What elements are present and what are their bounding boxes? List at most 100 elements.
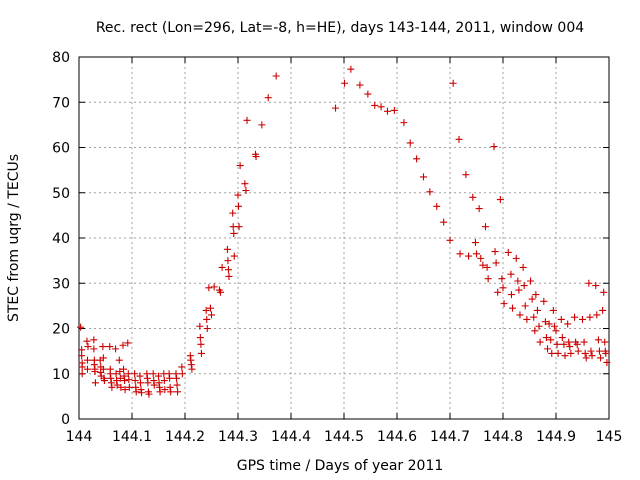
data-point bbox=[484, 275, 492, 283]
data-point bbox=[113, 381, 121, 389]
data-point bbox=[549, 306, 557, 314]
data-point bbox=[560, 340, 568, 348]
x-tick-label: 144.8 bbox=[483, 429, 523, 445]
data-point bbox=[523, 315, 531, 323]
data-point bbox=[121, 377, 129, 385]
y-tick-label: 10 bbox=[52, 367, 70, 383]
data-point bbox=[241, 180, 249, 188]
data-point bbox=[78, 346, 86, 354]
data-point bbox=[116, 367, 124, 375]
data-point bbox=[203, 315, 211, 323]
x-axis-label: GPS time / Days of year 2011 bbox=[237, 458, 444, 474]
data-point bbox=[217, 288, 225, 296]
data-point bbox=[515, 286, 523, 294]
data-point bbox=[223, 245, 231, 253]
x-tick-label: 144.1 bbox=[112, 429, 152, 445]
data-point bbox=[496, 196, 504, 204]
y-tick-label: 80 bbox=[52, 50, 70, 66]
data-point bbox=[347, 65, 355, 73]
data-point bbox=[579, 315, 586, 323]
data-point bbox=[155, 372, 162, 380]
grid-layer bbox=[79, 57, 609, 419]
data-point bbox=[115, 356, 123, 364]
data-point bbox=[234, 191, 242, 199]
data-point bbox=[138, 389, 146, 397]
data-point bbox=[167, 388, 175, 396]
chart-title: Rec. rect (Lon=296, Lat=-8, h=HE), days … bbox=[96, 20, 584, 36]
data-point bbox=[540, 297, 548, 305]
data-point bbox=[588, 352, 596, 360]
data-point bbox=[83, 365, 91, 373]
data-point bbox=[603, 358, 611, 366]
data-point bbox=[413, 155, 421, 163]
y-tick-label: 20 bbox=[52, 322, 70, 338]
data-point bbox=[119, 341, 127, 349]
data-point bbox=[564, 320, 572, 328]
data-point bbox=[602, 349, 610, 357]
data-point bbox=[206, 304, 214, 312]
data-point bbox=[166, 374, 174, 382]
data-point bbox=[473, 250, 480, 258]
data-point bbox=[106, 343, 114, 351]
x-tick-label: 144.4 bbox=[271, 429, 311, 445]
data-point bbox=[125, 383, 133, 391]
data-point bbox=[112, 370, 120, 378]
data-point bbox=[149, 370, 157, 378]
data-point bbox=[504, 248, 512, 256]
data-point bbox=[208, 311, 215, 319]
x-tick-label: 144.6 bbox=[377, 429, 417, 445]
data-point bbox=[99, 365, 107, 373]
data-point bbox=[120, 365, 128, 373]
data-point bbox=[84, 343, 92, 351]
data-point bbox=[581, 349, 589, 357]
data-point bbox=[420, 173, 427, 181]
data-point bbox=[531, 327, 539, 335]
data-point bbox=[471, 239, 479, 247]
data-point bbox=[475, 205, 483, 213]
data-point bbox=[594, 336, 602, 344]
data-point bbox=[196, 322, 204, 330]
data-point bbox=[99, 354, 107, 362]
data-point bbox=[132, 388, 140, 396]
data-point bbox=[91, 367, 99, 375]
data-point bbox=[90, 336, 98, 344]
data-point bbox=[178, 370, 186, 378]
data-point bbox=[593, 311, 601, 319]
data-point bbox=[509, 304, 517, 312]
x-tick-label: 144.2 bbox=[165, 429, 205, 445]
data-point bbox=[210, 283, 218, 291]
data-point bbox=[136, 379, 144, 387]
data-point bbox=[202, 306, 210, 314]
data-point bbox=[272, 72, 280, 80]
data-point bbox=[156, 388, 164, 396]
data-point bbox=[197, 340, 205, 348]
data-point bbox=[527, 277, 535, 285]
data-point bbox=[426, 188, 434, 196]
data-point bbox=[197, 349, 205, 357]
data-point bbox=[580, 338, 588, 346]
data-point bbox=[243, 116, 251, 124]
data-point bbox=[433, 202, 441, 210]
data-point bbox=[528, 295, 536, 303]
data-point bbox=[490, 143, 498, 151]
data-point bbox=[512, 254, 520, 262]
x-tick-label: 144.7 bbox=[430, 429, 470, 445]
data-point bbox=[520, 282, 528, 290]
data-point bbox=[173, 374, 181, 382]
data-point bbox=[567, 349, 575, 357]
data-point bbox=[173, 381, 181, 389]
data-point bbox=[482, 223, 490, 231]
data-point bbox=[145, 390, 153, 398]
data-point bbox=[521, 302, 529, 310]
data-point bbox=[456, 250, 464, 258]
data-point bbox=[77, 323, 85, 331]
x-tick-label: 144.5 bbox=[324, 429, 364, 445]
data-point bbox=[483, 263, 491, 271]
data-point bbox=[465, 252, 473, 260]
data-point bbox=[582, 354, 590, 362]
data-point bbox=[544, 345, 552, 353]
data-point bbox=[400, 119, 408, 127]
data-point bbox=[99, 343, 107, 351]
data-point bbox=[230, 229, 238, 237]
data-point bbox=[203, 325, 211, 332]
